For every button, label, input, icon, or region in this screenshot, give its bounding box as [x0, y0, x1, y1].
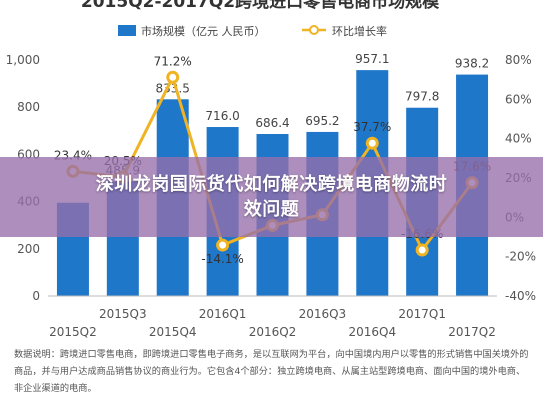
- data-note: 数据说明：跨境进口零售电商，即跨境进口零售电子商务，是以互联网为平台，向中国境内…: [14, 349, 529, 394]
- x-tick-2015Q3: 2015Q3: [99, 307, 147, 321]
- x-tick-2016Q4: 2016Q4: [348, 325, 396, 339]
- bar-label-2017Q2: 938.2: [455, 57, 489, 71]
- legend: 市场规模（亿元 人民币） 环比增长率: [118, 24, 387, 38]
- legend-line-label: 环比增长率: [332, 24, 387, 38]
- x-tick-2016Q3: 2016Q3: [299, 307, 347, 321]
- left-tick-1000: 1,000: [6, 53, 40, 67]
- x-tick-2015Q4: 2015Q4: [149, 325, 197, 339]
- bar-label-2016Q4: 957.1: [355, 52, 389, 66]
- right-tick-60: 60%: [505, 92, 532, 106]
- growth-label-2016Q1: -14.1%: [201, 252, 243, 266]
- legend-line-marker: [309, 25, 319, 35]
- x-tick-2016Q2: 2016Q2: [249, 325, 297, 339]
- growth-point-2015Q4: [166, 70, 180, 84]
- x-tick-2016Q1: 2016Q1: [199, 307, 247, 321]
- bar-label-2016Q1: 716.0: [205, 109, 239, 123]
- bar-label-2017Q1: 797.8: [405, 90, 439, 104]
- bar-label-2016Q2: 686.4: [255, 116, 289, 130]
- left-tick-0: 0: [32, 289, 40, 303]
- overlay-title: 深圳龙岗国际货代如何解决跨境电商物流时效问题: [95, 174, 448, 220]
- x-tick-2015Q2: 2015Q2: [49, 325, 97, 339]
- bar-label-2016Q3: 695.2: [305, 114, 339, 128]
- x-tick-2017Q1: 2017Q1: [398, 307, 446, 321]
- title-layer: 2015Q2-2017Q2跨境进口零售电商市场规模: [81, 0, 440, 12]
- right-tick--20: -20%: [505, 250, 536, 264]
- growth-point-2016Q1: [216, 238, 230, 252]
- left-tick-800: 800: [17, 100, 40, 114]
- growth-label-2016Q4: 37.7%: [353, 120, 391, 134]
- right-tick--40: -40%: [505, 289, 536, 303]
- right-tick-40: 40%: [505, 132, 532, 146]
- growth-label-2015Q4: 71.2%: [154, 54, 192, 68]
- legend-bar-swatch: [118, 25, 136, 36]
- chart-title: 2015Q2-2017Q2跨境进口零售电商市场规模: [81, 0, 440, 12]
- growth-point-2017Q1: [415, 243, 429, 257]
- overlay-banner: 深圳龙岗国际货代如何解决跨境电商物流时效问题: [0, 157, 543, 237]
- legend-bar-label: 市场规模（亿元 人民币）: [141, 24, 266, 38]
- growth-point-2016Q4: [365, 136, 379, 150]
- left-tick-200: 200: [17, 242, 40, 256]
- right-tick-80: 80%: [505, 53, 532, 67]
- x-tick-2017Q2: 2017Q2: [448, 325, 496, 339]
